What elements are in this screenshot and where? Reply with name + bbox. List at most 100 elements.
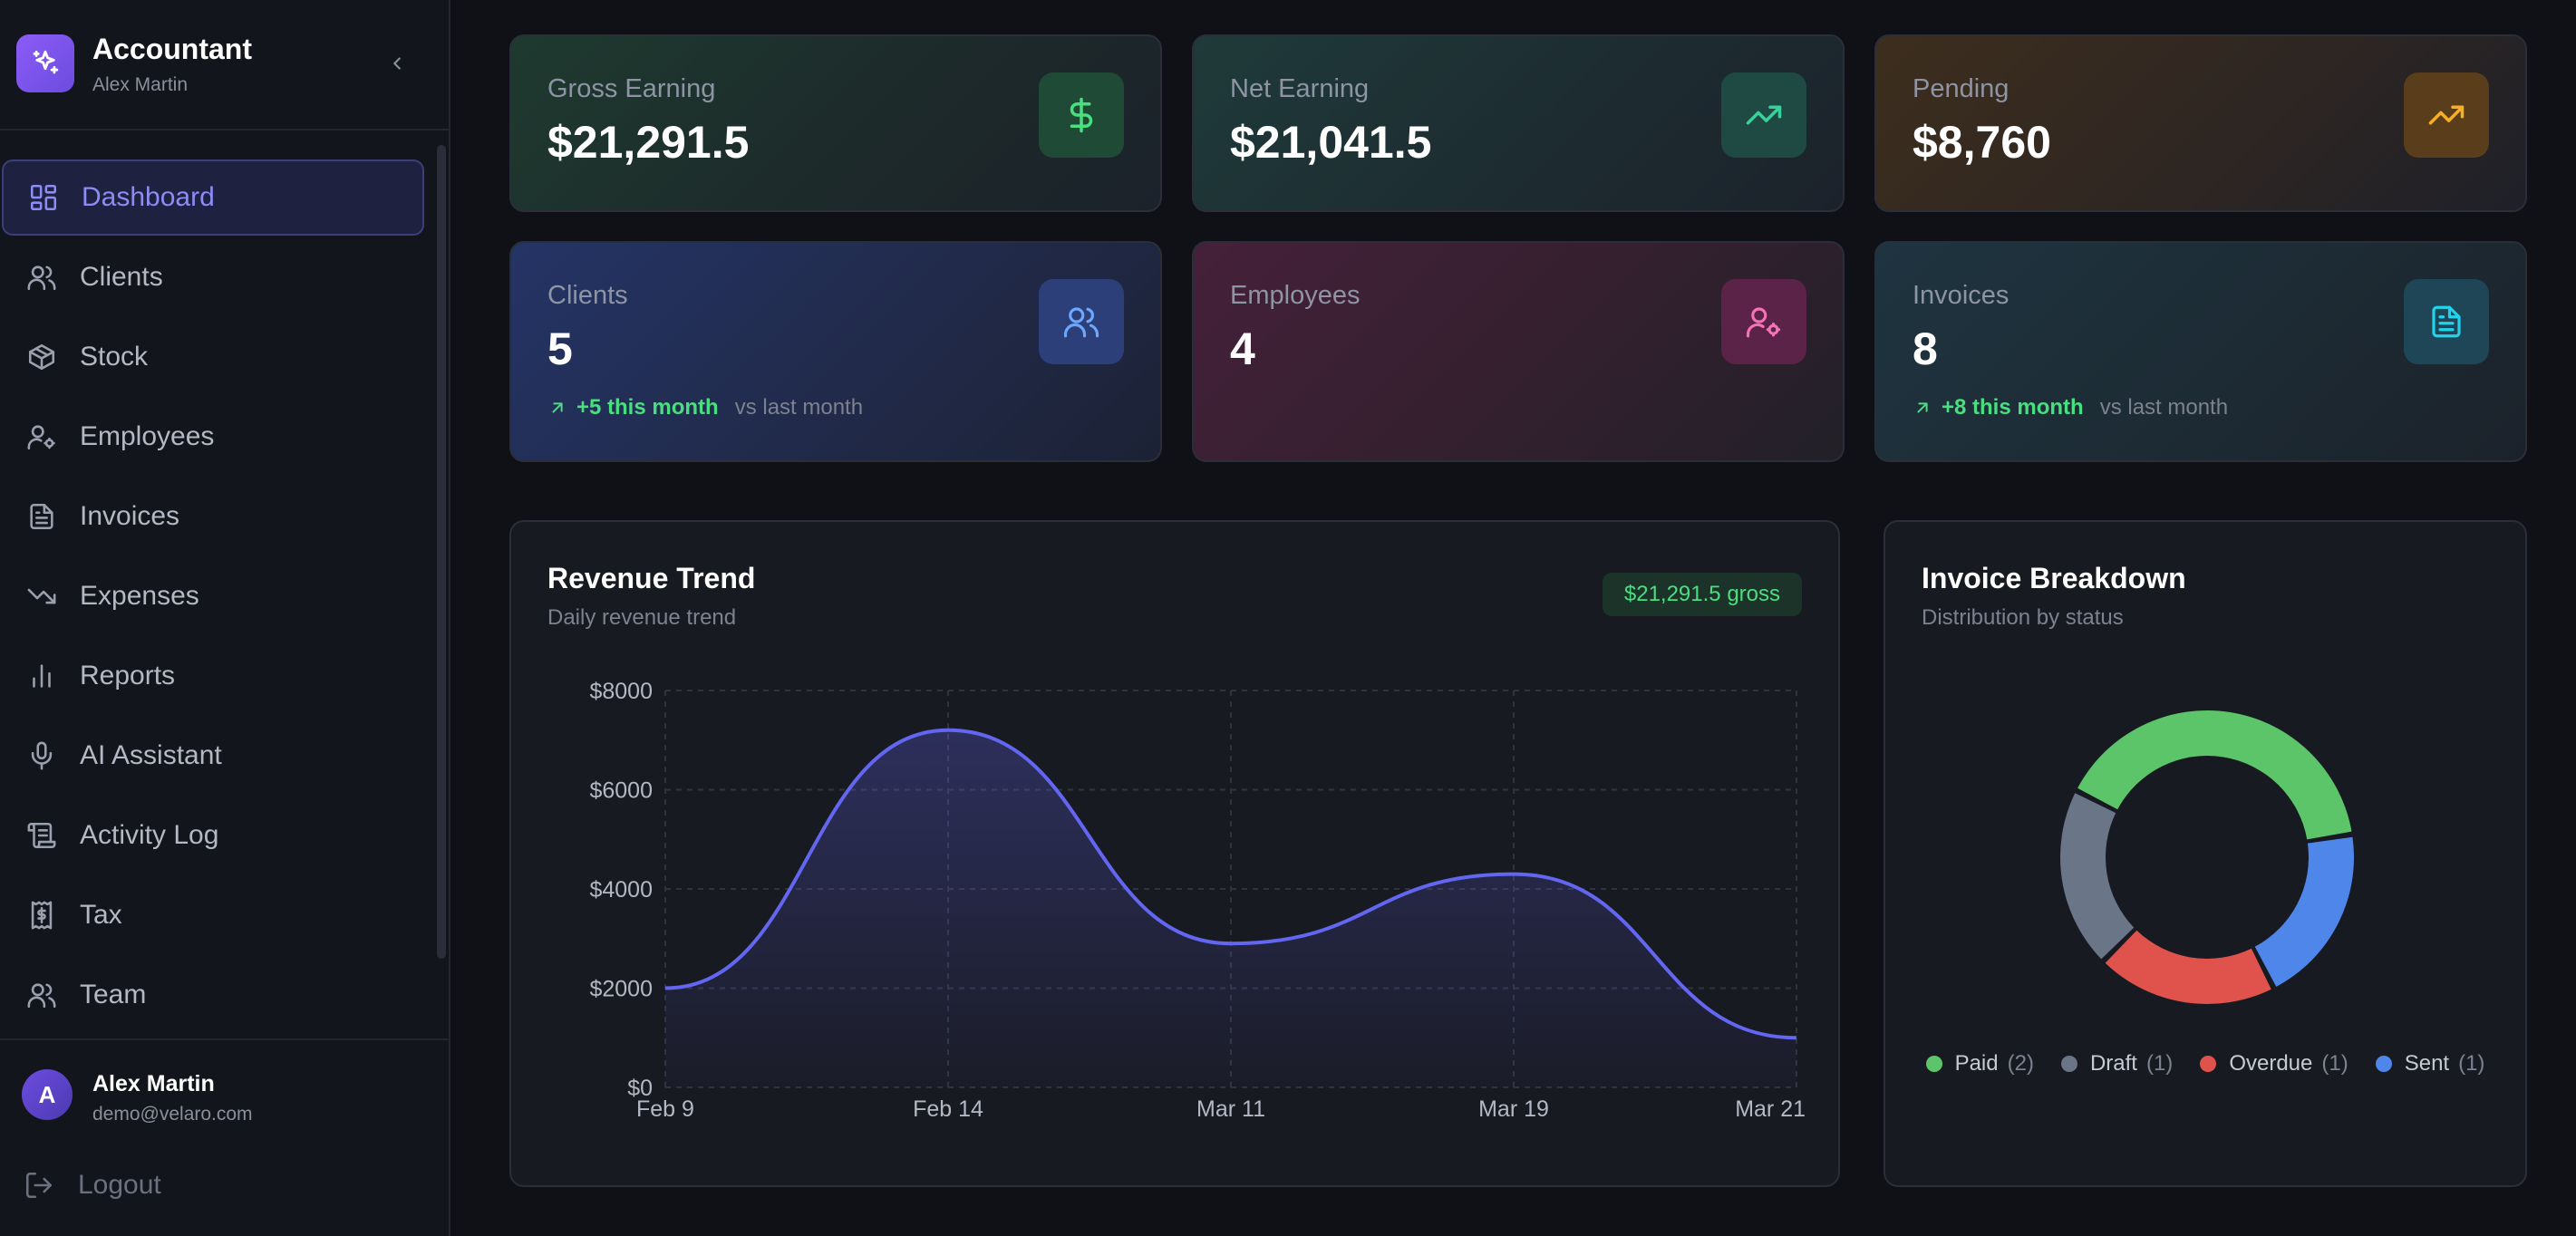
sidebar-item-tax[interactable]: Tax	[2, 877, 424, 953]
sidebar-item-label: AI Assistant	[80, 740, 222, 770]
legend-item-paid[interactable]: Paid (2)	[1925, 1051, 2034, 1077]
revenue-line-chart[interactable]: $0 $2000 $4000 $6000 $8000 Feb 9 Feb 14 Mar 11 M…	[511, 522, 1838, 1185]
sidebar-item-activity-log[interactable]: Activity Log	[2, 797, 424, 874]
donut-slice-draft[interactable]	[2060, 793, 2135, 960]
collapse-sidebar-button[interactable]	[381, 47, 413, 80]
user-cog-icon	[25, 420, 58, 453]
donut-slice-overdue[interactable]	[2105, 930, 2271, 1004]
legend-dot	[1925, 1056, 1942, 1072]
brand-header: Accountant Alex Martin	[0, 0, 449, 130]
sidebar-item-expenses[interactable]: Expenses	[2, 558, 424, 634]
bar-chart-icon	[25, 660, 58, 692]
legend-label: Paid	[1954, 1051, 1999, 1076]
trend-suffix: vs last month	[734, 395, 864, 420]
sidebar-item-clients[interactable]: Clients	[2, 239, 424, 315]
y-tick-label: $2000	[589, 977, 653, 1002]
user-name: Alex Martin	[92, 1071, 215, 1096]
data-point[interactable]	[663, 986, 668, 991]
legend-label: Overdue	[2229, 1051, 2313, 1076]
y-tick-label: $6000	[589, 778, 653, 804]
stat-title: Invoices	[1913, 281, 2009, 310]
x-tick-label: Feb 9	[636, 1096, 694, 1122]
scroll-icon	[25, 819, 58, 852]
arrow-up-right-icon	[552, 402, 563, 413]
gross-badge: $21,291.5 gross	[1602, 573, 1802, 616]
stat-title: Gross Earning	[547, 74, 716, 103]
sidebar-item-employees[interactable]: Employees	[2, 399, 424, 475]
app-title: Accountant	[92, 33, 252, 65]
sidebar-item-team[interactable]: Team	[2, 957, 424, 1033]
legend-item-overdue[interactable]: Overdue (1)	[2200, 1051, 2348, 1077]
avatar[interactable]: A	[22, 1069, 73, 1120]
legend-count: (1)	[2145, 1051, 2174, 1076]
sidebar-item-dashboard[interactable]: Dashboard	[2, 159, 424, 236]
revenue-line[interactable]	[664, 728, 1797, 1040]
trend-suffix: vs last month	[2099, 395, 2229, 420]
data-point[interactable]	[945, 728, 951, 733]
sidebar-item-label: Invoices	[80, 501, 180, 531]
sidebar-item-reports[interactable]: Reports	[2, 638, 424, 714]
trend-value: +5 this month	[576, 395, 719, 420]
stat-value: 4	[1230, 323, 1255, 374]
user-profile: A Alex Martin demo@velaro.com Logout	[0, 1038, 449, 1236]
stat-value: $21,041.5	[1230, 117, 1432, 168]
sidebar-item-stock[interactable]: Stock	[2, 319, 424, 395]
logout-button[interactable]: Logout	[24, 1167, 161, 1203]
trend-value: +8 this month	[1942, 395, 2084, 420]
y-tick-label: $4000	[589, 877, 653, 903]
logout-label: Logout	[78, 1170, 161, 1200]
sidebar-item-label: Team	[80, 980, 147, 1009]
receipt-icon	[25, 899, 58, 932]
users-icon	[25, 261, 58, 294]
data-point[interactable]	[1228, 941, 1234, 946]
sidebar-item-invoices[interactable]: Invoices	[2, 478, 424, 555]
revenue-trend-panel: Revenue Trend Daily revenue trend $21,29…	[509, 520, 1840, 1187]
sidebar-item-label: Stock	[80, 342, 149, 372]
sparkle-icon	[16, 34, 74, 92]
users-icon	[25, 979, 58, 1011]
mic-icon	[25, 739, 58, 772]
stat-value: $21,291.5	[547, 117, 750, 168]
stat-value: 8	[1913, 323, 1938, 374]
invoice-donut-chart[interactable]	[1885, 522, 2525, 1029]
trending-up-icon	[1721, 72, 1806, 158]
panel-title: Revenue Trend	[547, 562, 756, 594]
panel-subtitle: Daily revenue trend	[547, 605, 737, 630]
x-tick-label: Mar 21	[1735, 1096, 1806, 1122]
stat-card-employees: Employees 4	[1192, 241, 1845, 462]
stat-title: Pending	[1913, 74, 2009, 103]
sidebar-item-label: Tax	[80, 900, 122, 930]
file-text-icon	[2404, 279, 2489, 364]
sidebar-item-label: Reports	[80, 661, 176, 690]
stat-title: Clients	[547, 281, 628, 310]
stat-card-pending: Pending $8,760	[1874, 34, 2527, 212]
file-text-icon	[25, 500, 58, 533]
revenue-area	[665, 729, 1796, 1087]
panel-title: Invoice Breakdown	[1922, 562, 2186, 594]
y-tick-label: $0	[627, 1076, 653, 1101]
invoice-breakdown-panel: Invoice Breakdown Distribution by status…	[1884, 520, 2527, 1187]
legend-label: Draft	[2089, 1051, 2137, 1076]
donut-slice-paid[interactable]	[2077, 710, 2352, 840]
arrow-up-right-icon	[1917, 402, 1928, 413]
sidebar-item-label: Employees	[80, 421, 215, 451]
stat-title: Net Earning	[1230, 74, 1370, 103]
user-email: demo@velaro.com	[92, 1104, 253, 1125]
x-tick-label: Mar 19	[1478, 1096, 1549, 1122]
dollar-icon	[1039, 72, 1124, 158]
stat-card-net-earning: Net Earning $21,041.5	[1192, 34, 1845, 212]
legend-count: (2)	[2007, 1051, 2034, 1076]
legend-dot	[2060, 1056, 2077, 1072]
chart-legend: Paid (2) Draft (1) Overdue (1) Sent (1)	[1885, 1051, 2525, 1077]
legend-item-draft[interactable]: Draft (1)	[2060, 1051, 2174, 1077]
legend-item-sent[interactable]: Sent (1)	[2375, 1051, 2484, 1077]
sidebar-scrollbar[interactable]	[437, 145, 446, 959]
trending-down-icon	[25, 580, 58, 613]
data-point[interactable]	[1511, 872, 1516, 877]
legend-dot	[2375, 1056, 2392, 1072]
sidebar-item-ai-assistant[interactable]: AI Assistant	[2, 718, 424, 794]
donut-slice-sent[interactable]	[2254, 836, 2354, 987]
legend-dot	[2200, 1056, 2217, 1072]
box-icon	[25, 341, 58, 373]
data-point[interactable]	[1794, 1035, 1799, 1040]
